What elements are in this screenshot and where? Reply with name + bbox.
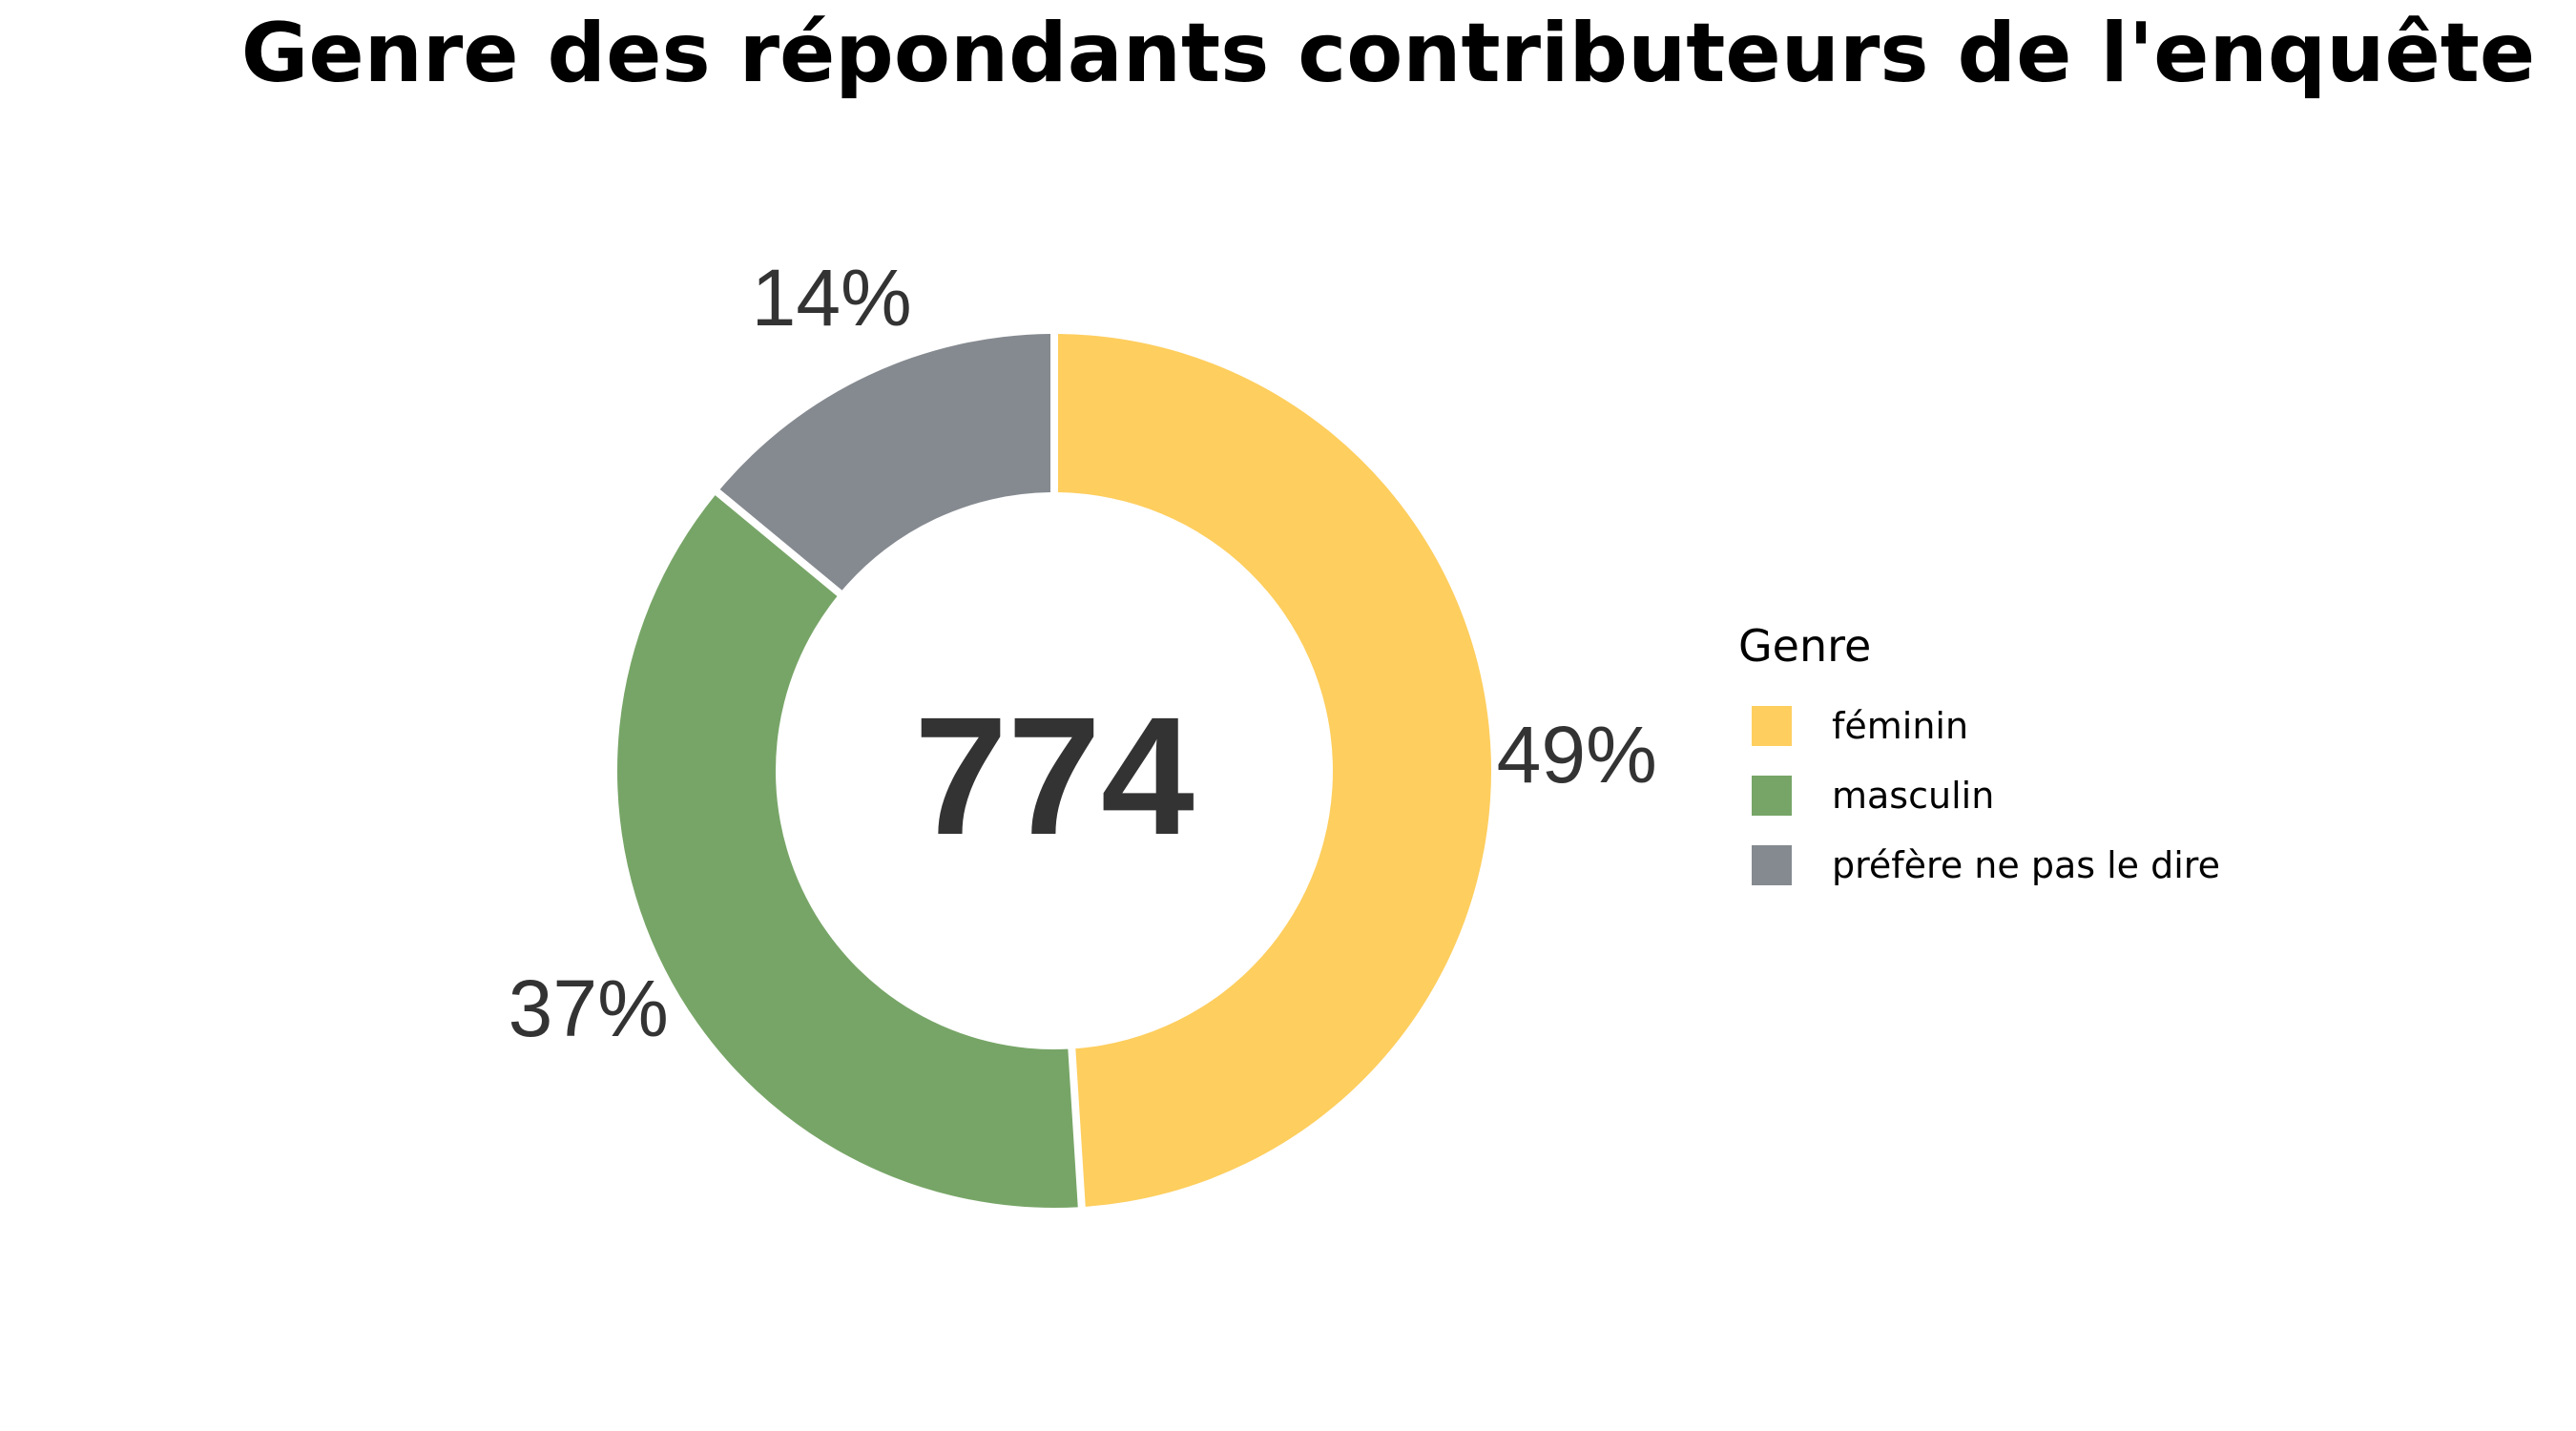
legend-label: préfère ne pas le dire [1832, 843, 2220, 886]
legend-swatch [1752, 705, 1792, 746]
slice-feminin [1057, 334, 1491, 1207]
legend-title: Genre [1738, 620, 1872, 672]
slice-label-prefere-ne-pas-le-dire: 14% [752, 253, 912, 342]
donut-slices [617, 334, 1491, 1208]
slice-masculin [617, 495, 1078, 1208]
slice-label-feminin: 49% [1497, 710, 1657, 799]
legend-item-feminin: féminin [1752, 691, 2220, 760]
slice-label-masculin: 37% [509, 964, 669, 1053]
legend-item-masculin: masculin [1752, 760, 2220, 830]
legend-item-prefere-ne-pas-le-dire: préfère ne pas le dire [1752, 830, 2220, 900]
chart-title: Genre des répondants contributeurs de l'… [240, 6, 2536, 101]
legend-label: féminin [1832, 704, 1969, 747]
legend-items: féminin masculin préfère ne pas le dire [1736, 691, 2220, 900]
legend-swatch [1752, 844, 1792, 885]
legend-label: masculin [1832, 774, 1995, 817]
legend: Genre féminin masculin préfère ne pas le d… [1736, 620, 2220, 900]
legend-swatch [1752, 775, 1792, 816]
center-total-label: 774 [914, 683, 1195, 870]
slice-prefere-ne-pas-le-dire [719, 334, 1051, 591]
slice-labels: 49% 37% 14% [509, 253, 1657, 1053]
